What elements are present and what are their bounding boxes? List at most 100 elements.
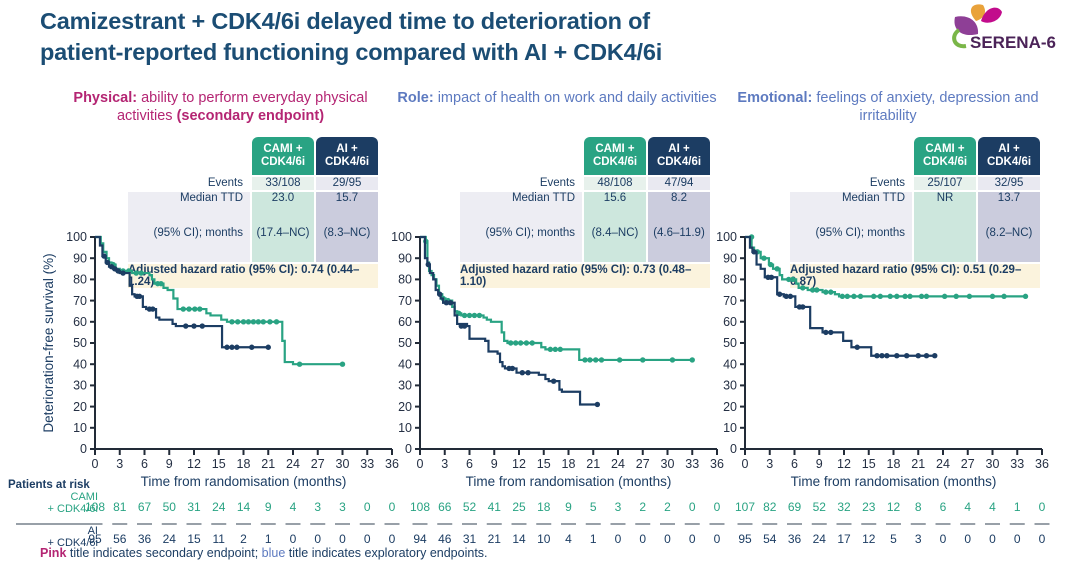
x-tick-label: 3	[116, 457, 123, 471]
at-risk-divider	[16, 523, 98, 525]
median-cami-line2: (8.4–NC)	[591, 227, 639, 240]
y-tick-label: 20	[398, 400, 412, 414]
at-risk-value: 82	[763, 500, 777, 514]
x-tick-label: 18	[237, 457, 251, 471]
censor-dot	[904, 353, 910, 359]
at-risk-value: 94	[413, 532, 427, 546]
x-tick-label: 12	[837, 457, 851, 471]
panel-title-physical: Physical: ability to perform everyday ph…	[48, 89, 393, 125]
x-tick-label: 0	[742, 457, 749, 471]
table-corner	[460, 137, 582, 175]
censor-dot	[640, 357, 646, 363]
censor-dot	[550, 378, 557, 384]
x-tick-label: 33	[1010, 457, 1024, 471]
footnote-pink-word: Pink	[40, 546, 67, 560]
median-value-ai: 13.7 (8.2–NC)	[978, 192, 1040, 263]
censor-dot	[923, 293, 930, 300]
median-ai-line2: (8.2–NC)	[985, 227, 1033, 240]
hazard-ratio-row: Adjusted hazard ratio (95% CI): 0.51 (0.…	[790, 264, 1040, 289]
at-risk-value: 0	[1039, 532, 1046, 546]
logo-leaf-green	[952, 28, 967, 49]
censor-dot	[823, 289, 829, 295]
censor-dot	[894, 293, 900, 300]
events-value-cami: 48/108	[584, 177, 646, 191]
y-tick-label: 0	[80, 442, 87, 456]
axes	[94, 236, 392, 450]
at-risk-value: 54	[763, 532, 777, 546]
y-tick-label: 100	[66, 230, 87, 244]
y-tick-label: 90	[723, 251, 737, 265]
censor-dot	[249, 344, 255, 350]
y-tick-label: 40	[398, 357, 412, 371]
at-risk-value: 108	[85, 500, 105, 514]
axes	[419, 236, 717, 450]
censor-dot	[229, 344, 235, 350]
at-risk-value: 9	[265, 500, 272, 514]
censor-dot	[267, 319, 273, 325]
at-risk-value: 0	[989, 532, 996, 546]
censor-dot	[786, 276, 792, 283]
at-risk-value: 0	[364, 532, 371, 546]
events-value-ai: 32/95	[978, 177, 1040, 191]
at-risk-value: 2	[664, 500, 671, 514]
censor-dot	[186, 306, 192, 312]
at-risk-value: 0	[689, 532, 696, 546]
at-risk-value: 52	[463, 500, 477, 514]
censor-dot	[273, 319, 280, 325]
median-row-label: Median TTD (95% CI); months	[460, 192, 582, 263]
footnote-mid: title indicates secondary endpoint;	[66, 546, 262, 560]
censor-dot	[966, 293, 973, 300]
at-risk-cami-line1: CAMI	[70, 491, 99, 503]
censor-dot	[529, 340, 535, 346]
at-risk-value: 6	[940, 500, 947, 514]
censor-dot	[509, 365, 516, 372]
censor-dot	[150, 306, 156, 312]
at-risk-value: 3	[615, 500, 622, 514]
at-risk-value: 50	[163, 500, 177, 514]
x-tick-label: 3	[441, 457, 448, 471]
at-risk-value: 25	[512, 500, 526, 514]
events-value-ai: 29/95	[316, 177, 378, 191]
y-tick-label: 30	[723, 379, 737, 393]
median-label-line2: (95% CI); months	[815, 227, 905, 240]
median-ai-line1: 13.7	[997, 192, 1021, 205]
y-tick-label: 60	[73, 315, 87, 329]
y-tick-label: 70	[73, 294, 87, 308]
at-risk-value: 0	[639, 532, 646, 546]
axes	[744, 236, 1042, 450]
y-tick-label: 60	[398, 315, 412, 329]
censor-dot	[854, 344, 860, 350]
at-risk-value: 95	[88, 532, 102, 546]
at-risk-value: 8	[915, 500, 922, 514]
censor-dot	[240, 319, 247, 325]
censor-dot	[557, 346, 563, 353]
at-risk-value: 0	[714, 532, 721, 546]
at-risk-value: 4	[290, 500, 297, 514]
median-label-line1: Median TTD	[841, 192, 905, 205]
at-risk-value: 1	[1014, 500, 1021, 514]
censor-dot	[877, 293, 883, 300]
y-tick-label: 90	[398, 251, 412, 265]
censor-dot	[136, 293, 143, 300]
slide-title-line1: Camizestrant + CDK4/6i delayed time to d…	[40, 8, 650, 34]
censor-dot	[828, 329, 834, 336]
panel-title-mid: impact of health on work and daily activ…	[433, 90, 717, 106]
x-axis-title: Time from randomisation (months)	[791, 474, 997, 489]
panel-title-mid: feelings of anxiety, depression and irri…	[812, 90, 1039, 125]
x-tick-label: 12	[187, 457, 201, 471]
at-risk-value: 4	[964, 500, 971, 514]
x-tick-label: 36	[385, 457, 399, 471]
at-risk-value: 24	[813, 532, 827, 546]
censor-dot	[508, 340, 514, 346]
at-risk-value: 32	[837, 500, 851, 514]
censor-dot	[447, 300, 454, 306]
at-risk-value: 56	[113, 532, 127, 546]
x-tick-label: 9	[166, 457, 173, 471]
censor-dot	[296, 361, 303, 367]
censor-dot	[839, 293, 846, 300]
at-risk-value: 9	[565, 500, 572, 514]
at-risk-value: 67	[138, 500, 152, 514]
censor-dot	[783, 293, 789, 300]
at-risk-value: 0	[339, 532, 346, 546]
